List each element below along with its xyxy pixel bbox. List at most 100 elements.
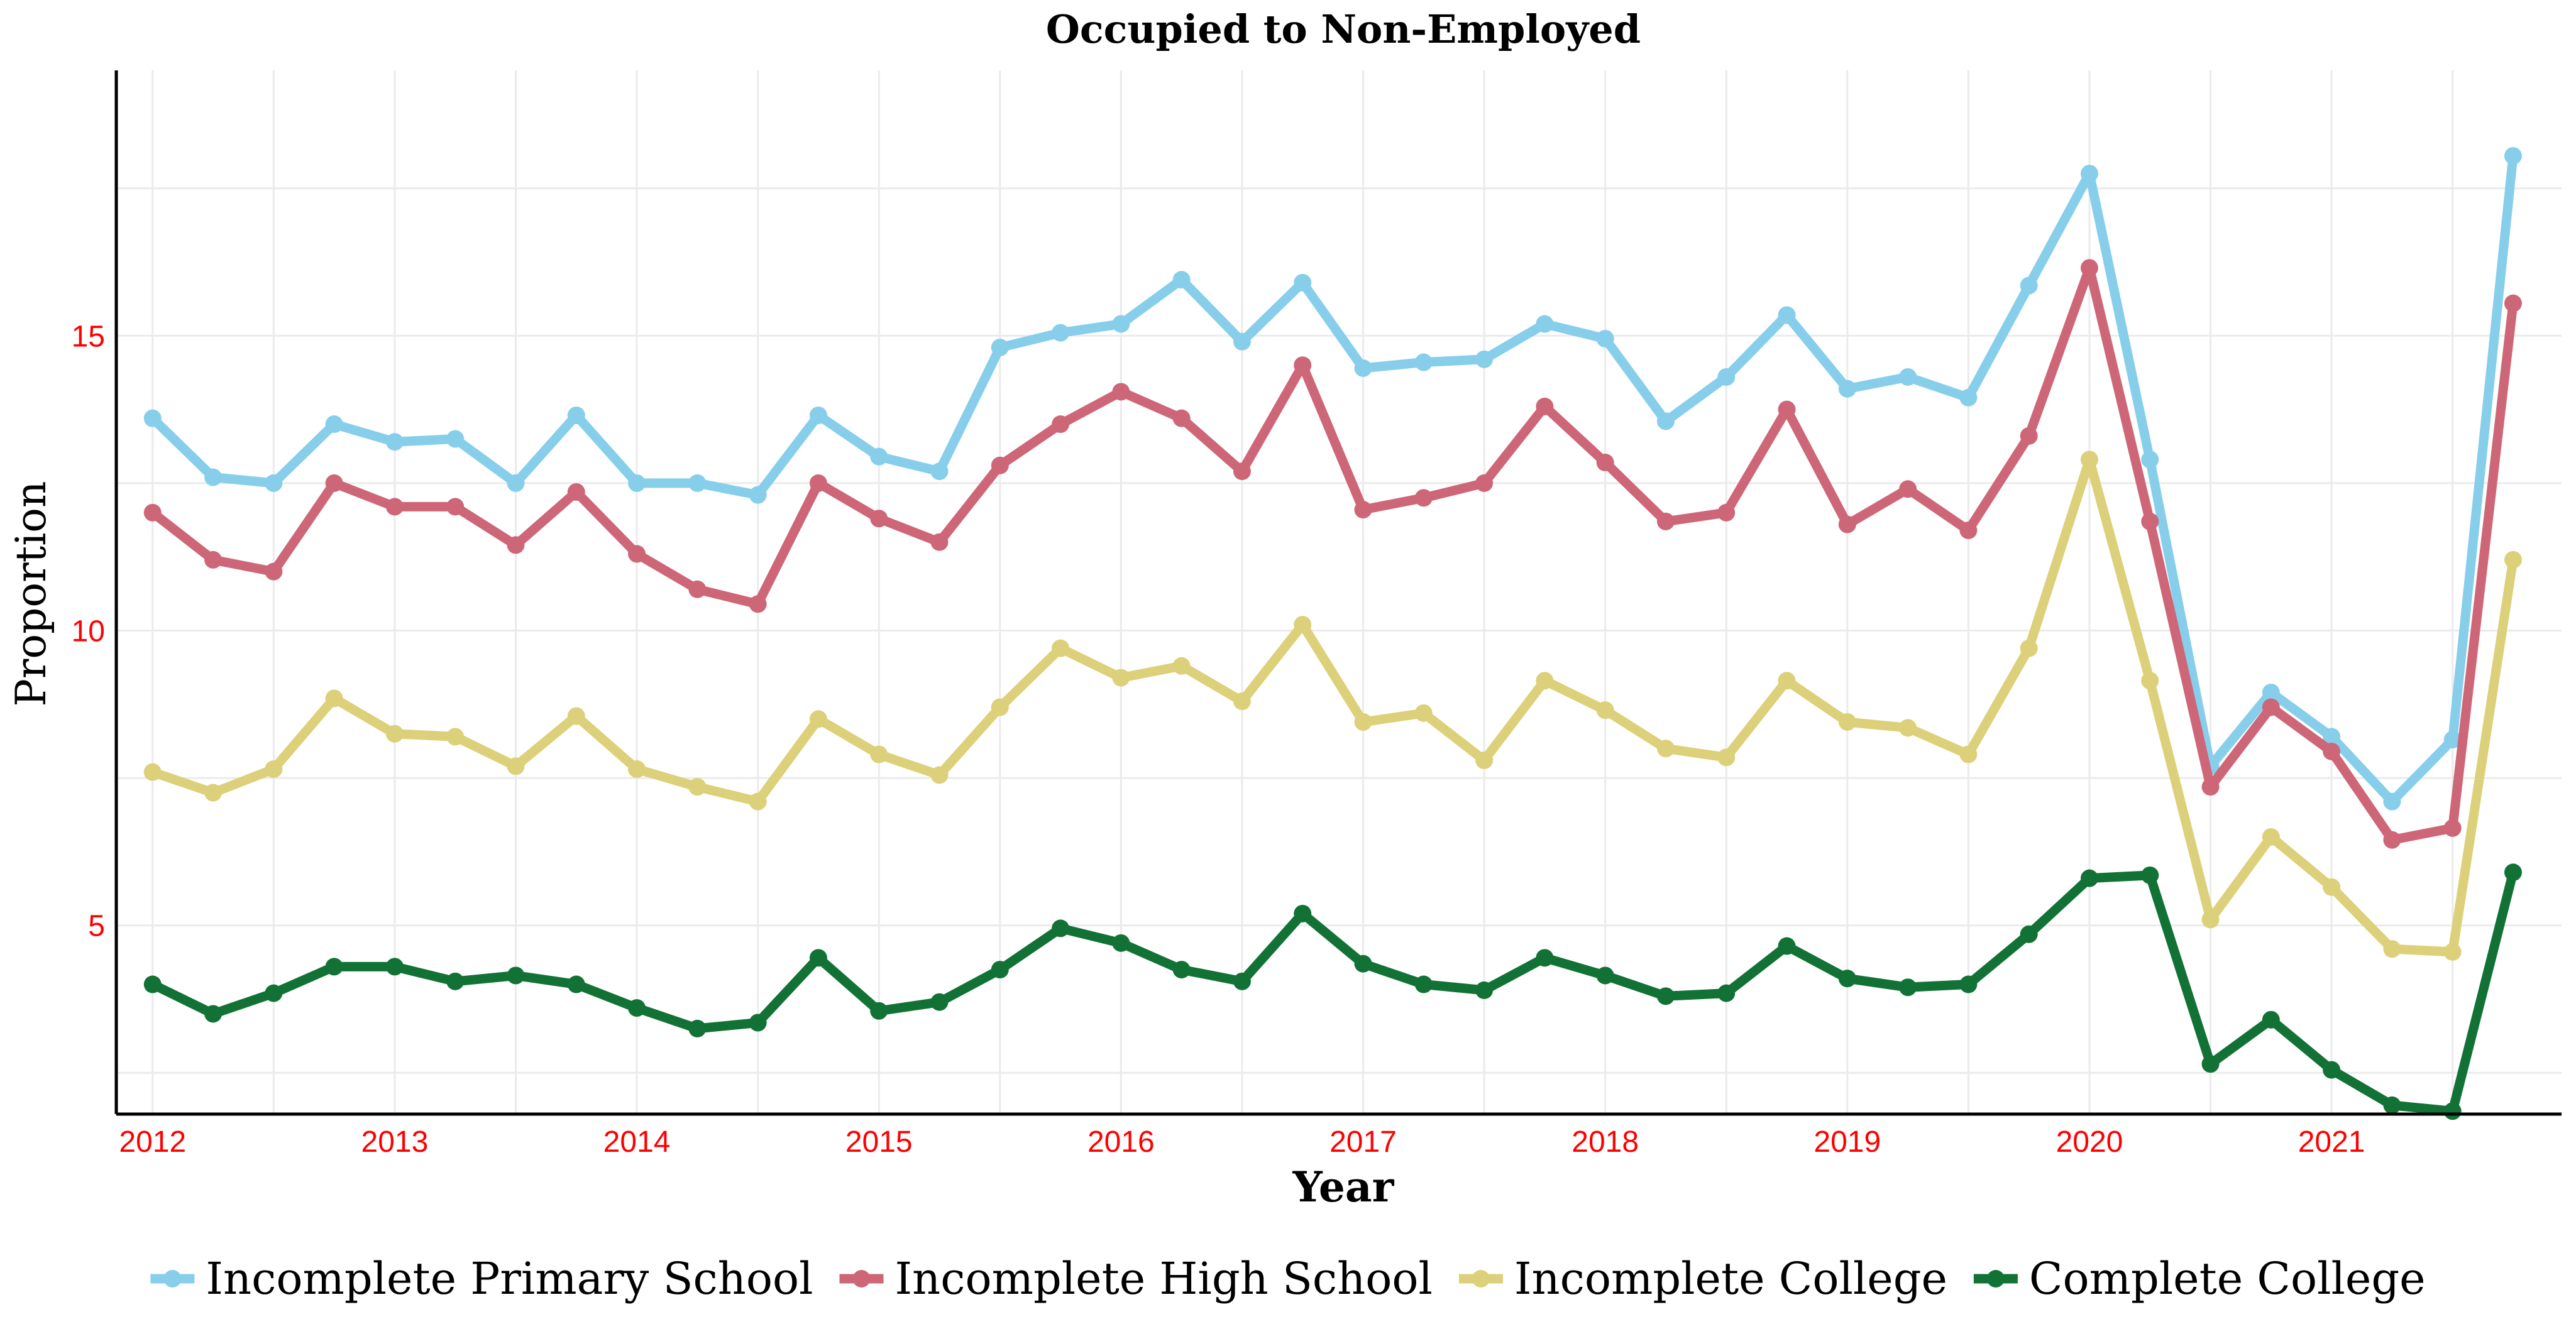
data-point <box>1838 380 1856 398</box>
data-point <box>991 961 1009 979</box>
data-point <box>2201 1055 2220 1073</box>
legend-label: Incomplete Primary School <box>206 1253 813 1304</box>
data-point <box>809 949 827 967</box>
data-point <box>1717 748 1736 767</box>
data-point <box>2020 639 2038 657</box>
data-point <box>325 689 343 708</box>
data-point <box>2080 259 2098 277</box>
legend: Incomplete Primary School Incomplete High… <box>150 1253 2426 1304</box>
data-point <box>2141 512 2159 530</box>
data-point <box>1959 388 1978 407</box>
y-tick-label: 10 <box>72 615 105 648</box>
data-point <box>1233 692 1251 711</box>
data-point <box>1112 315 1130 333</box>
data-point <box>1899 368 1917 386</box>
data-point <box>2443 819 2462 837</box>
data-point <box>870 745 888 763</box>
legend-label: Complete College <box>2029 1253 2426 1304</box>
data-point <box>567 975 585 993</box>
data-point <box>1717 984 1736 1002</box>
data-point <box>204 550 223 569</box>
data-point <box>809 474 827 492</box>
data-point <box>385 725 404 743</box>
data-point <box>2443 943 2462 961</box>
data-point <box>749 1014 767 1032</box>
data-point <box>2080 165 2098 183</box>
data-point <box>1354 954 1372 973</box>
grid <box>116 70 2562 1114</box>
legend-swatch-point <box>852 1270 871 1288</box>
data-point <box>2504 550 2522 569</box>
series-1 <box>143 147 2522 811</box>
data-point <box>1112 669 1130 687</box>
data-point <box>1414 975 1433 993</box>
data-point <box>325 415 343 434</box>
data-point <box>2262 828 2280 846</box>
data-point <box>628 545 646 563</box>
y-axis-label: Proportion <box>7 481 55 706</box>
data-point <box>2383 792 2401 811</box>
data-point <box>1294 273 1312 292</box>
legend-label: Incomplete College <box>1514 1253 1947 1304</box>
data-point <box>265 562 283 581</box>
data-point <box>1112 934 1130 952</box>
data-point <box>1838 515 1856 533</box>
data-point <box>688 778 707 796</box>
data-point <box>2504 294 2522 312</box>
data-point <box>567 406 585 424</box>
data-point <box>930 462 949 481</box>
data-point <box>1536 397 1554 415</box>
x-tick-label: 2015 <box>845 1125 913 1159</box>
data-point <box>2262 698 2280 716</box>
data-point <box>385 958 404 976</box>
data-point <box>870 447 888 466</box>
data-point <box>1414 704 1433 722</box>
data-point <box>1172 961 1191 979</box>
series-group <box>143 147 2522 1120</box>
data-point <box>2201 911 2220 929</box>
data-point <box>1354 501 1372 519</box>
data-point <box>2020 925 2038 943</box>
data-point <box>1172 657 1191 675</box>
data-point <box>385 433 404 451</box>
series-3 <box>143 451 2522 961</box>
data-point <box>1475 474 1494 492</box>
data-point <box>446 728 465 746</box>
data-point <box>1475 751 1494 769</box>
data-point <box>2383 831 2401 849</box>
data-point <box>1052 415 1070 434</box>
data-point <box>1475 350 1494 368</box>
data-point <box>204 1005 223 1023</box>
data-point <box>325 474 343 492</box>
legend-item: Incomplete College <box>1458 1253 1947 1304</box>
data-point <box>991 456 1009 474</box>
x-tick-label: 2021 <box>2298 1125 2365 1159</box>
data-point <box>1838 970 1856 988</box>
data-point <box>507 474 525 492</box>
data-point <box>1294 356 1312 375</box>
data-point <box>1294 616 1312 634</box>
data-point <box>507 966 525 985</box>
data-point <box>628 760 646 779</box>
data-point <box>2443 731 2462 749</box>
data-point <box>2201 778 2220 796</box>
chart-title: Occupied to Non-Employed <box>1046 6 1641 52</box>
x-tick-label: 2016 <box>1087 1125 1155 1159</box>
legend-swatch-point <box>1472 1270 1490 1288</box>
data-point <box>2262 1010 2280 1029</box>
data-point <box>1414 353 1433 371</box>
data-point <box>1778 937 1796 955</box>
data-point <box>688 580 707 598</box>
series-line <box>148 151 2518 807</box>
x-tick-label: 2020 <box>2056 1125 2123 1159</box>
data-point <box>446 430 465 448</box>
data-point <box>1899 480 1917 498</box>
data-point <box>1596 701 1614 719</box>
data-point <box>2504 147 2522 165</box>
data-point <box>265 474 283 492</box>
data-point <box>2323 728 2341 746</box>
data-point <box>1172 271 1191 289</box>
data-point <box>628 474 646 492</box>
legend-item: Complete College <box>1973 1253 2426 1304</box>
x-axis-ticks: 2012 2013 2014 2015 2016 2017 2018 2019 2020 2021 <box>119 1125 2365 1159</box>
